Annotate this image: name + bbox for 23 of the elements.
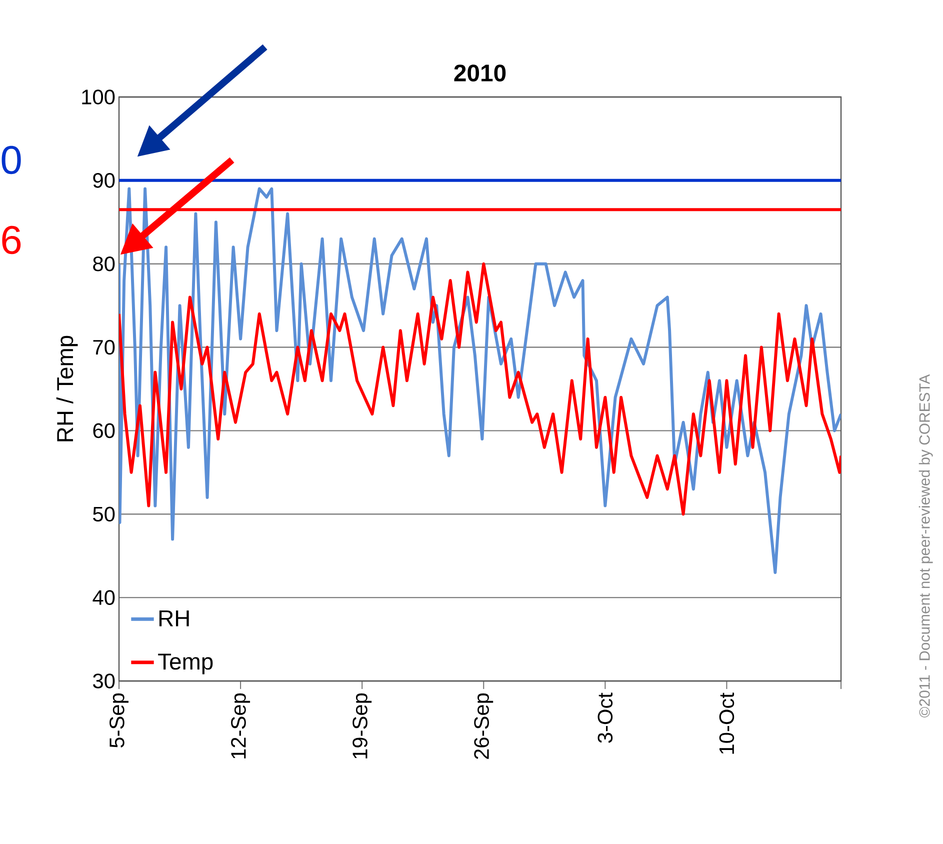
- y-axis-title: RH / Temp: [56, 336, 78, 442]
- y-tick-label: 40: [92, 590, 115, 605]
- text: ©2011 - Document not peer-reviewed by CORESTA: [918, 374, 933, 718]
- line-series: [119, 262, 842, 516]
- text: 0: [2, 146, 21, 174]
- y-tick-label: 90: [93, 173, 115, 188]
- x-tick-label: 3-Oct: [598, 692, 613, 743]
- legend-label: Temp: [158, 654, 213, 674]
- line-series: [119, 187, 842, 574]
- x-tick-label: 10-Oct: [719, 692, 734, 754]
- y-tick-label: 70: [93, 340, 115, 355]
- y-tick-label: 30: [93, 674, 115, 688]
- y-tick-label: 80: [93, 256, 115, 272]
- legend-label: RH: [159, 610, 189, 626]
- x-tick-label: 5-Sep: [110, 693, 128, 748]
- chart-title: 2010: [454, 64, 506, 82]
- x-tick-label: 26-Sep: [474, 693, 494, 759]
- y-tick-label: 50: [93, 506, 115, 522]
- y-tick-label: 60: [93, 423, 115, 438]
- x-tick-label: 12-Sep: [231, 693, 250, 758]
- x-tick-label: 19-Sep: [352, 693, 372, 758]
- text: 6: [2, 226, 21, 254]
- y-tick-label: 100: [82, 90, 115, 104]
